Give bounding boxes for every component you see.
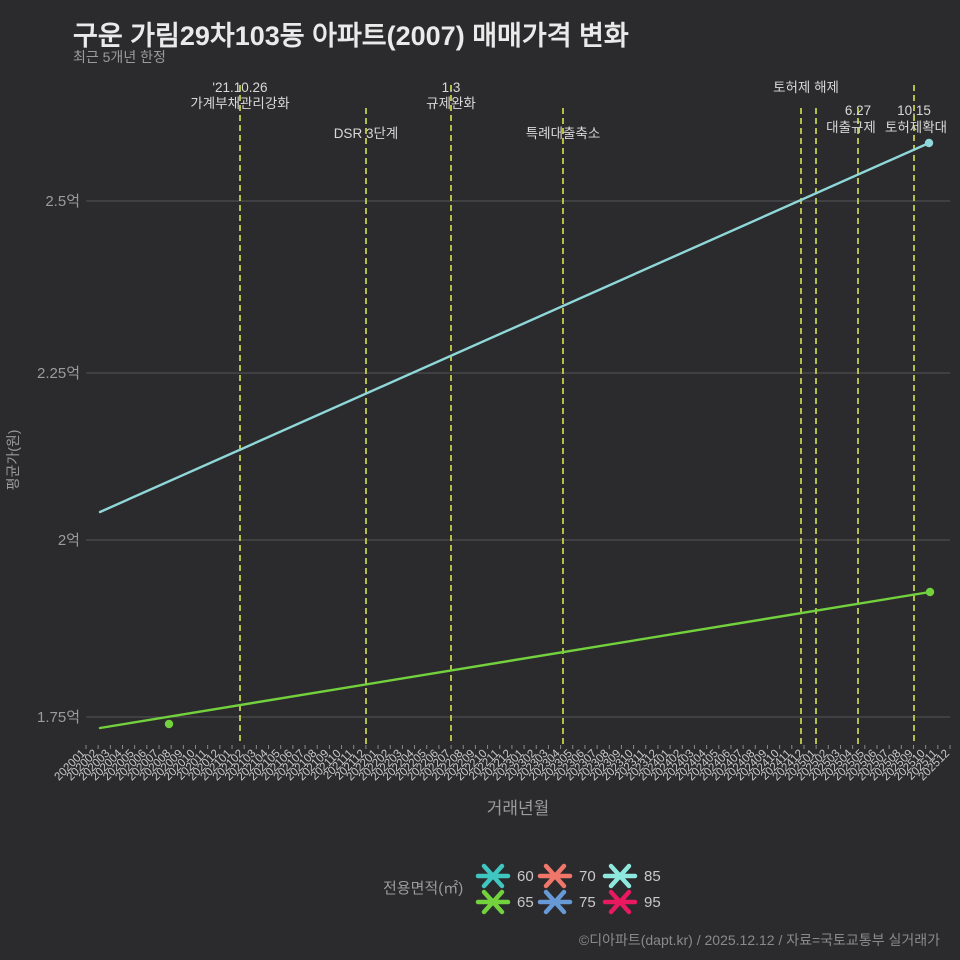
svg-text:95: 95 (644, 894, 661, 911)
svg-text:규제완화: 규제완화 (426, 96, 476, 111)
svg-text:대출규제: 대출규제 (826, 120, 876, 135)
svg-text:가계부채관리강화: 가계부채관리강화 (190, 96, 289, 111)
svg-text:60: 60 (517, 868, 534, 885)
svg-text:70: 70 (579, 868, 596, 885)
svg-text:토허제 해제: 토허제 해제 (773, 80, 839, 95)
svg-text:'21.10.26: '21.10.26 (212, 80, 267, 95)
svg-text:6.27: 6.27 (845, 103, 871, 118)
svg-text:65: 65 (517, 894, 534, 911)
svg-text:2억: 2억 (58, 532, 80, 549)
svg-text:평균가(원): 평균가(원) (5, 430, 21, 491)
svg-text:1.3: 1.3 (442, 80, 461, 95)
svg-text:거래년월: 거래년월 (487, 799, 550, 818)
svg-text:DSR 3단계: DSR 3단계 (334, 126, 399, 141)
svg-text:75: 75 (579, 894, 596, 911)
svg-text:전용면적(㎡): 전용면적(㎡) (383, 880, 463, 897)
svg-text:85: 85 (644, 868, 661, 885)
svg-text:토허제확대: 토허제확대 (885, 120, 947, 135)
svg-text:1.75억: 1.75억 (37, 709, 80, 726)
svg-text:2.5억: 2.5억 (45, 193, 80, 210)
svg-text:특례대출축소: 특례대출축소 (526, 126, 601, 141)
svg-text:10.15: 10.15 (897, 103, 931, 118)
svg-text:2.25억: 2.25억 (37, 365, 80, 382)
